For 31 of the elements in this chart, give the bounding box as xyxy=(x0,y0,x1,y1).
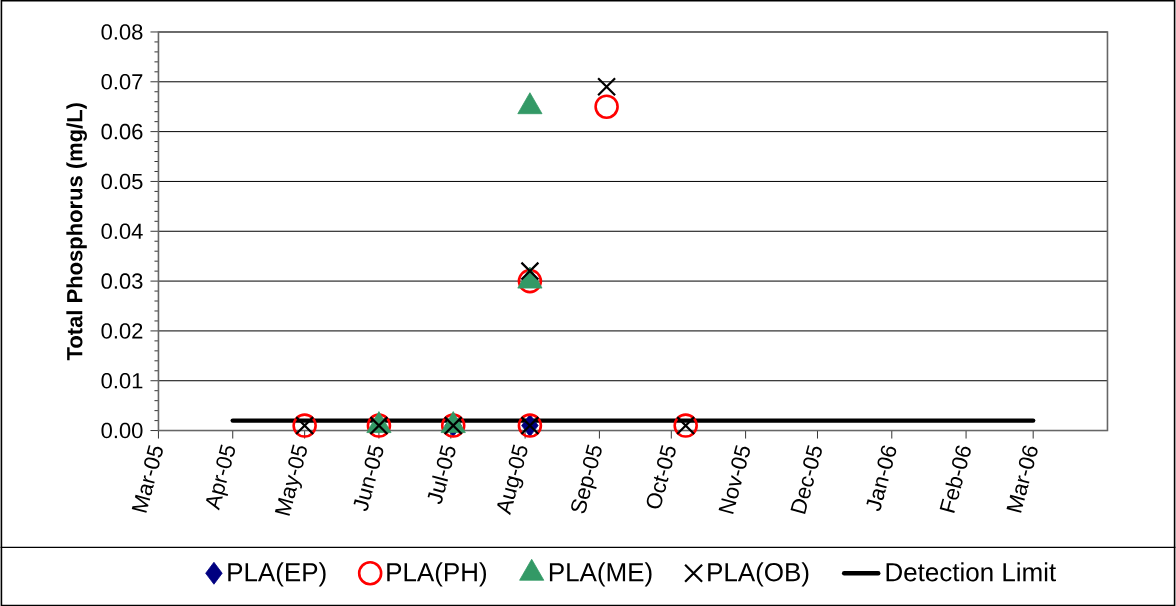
x-tick-label: Aug-05 xyxy=(497,444,528,515)
legend-label: PLA(OB) xyxy=(708,562,809,587)
x-tick-label: Jul-05 xyxy=(427,445,456,504)
x-tick-label: Feb-06 xyxy=(939,445,971,513)
y-tick-label: 0.04 xyxy=(101,223,143,239)
y-tick-label: 0.00 xyxy=(101,422,143,439)
x-tick-label: Apr-05 xyxy=(206,444,235,511)
y-tick-label: 0.07 xyxy=(101,73,143,90)
x-tick-label: Mar-06 xyxy=(1006,445,1038,513)
y-tick-label: 0.06 xyxy=(101,123,143,140)
point xyxy=(597,77,617,97)
x-tick-label: Nov-05 xyxy=(718,444,750,514)
legend-label: PLA(PH) xyxy=(387,562,487,587)
x-tick-label: Dec-05 xyxy=(790,444,822,514)
legend-label: PLA(ME) xyxy=(549,562,652,587)
legend-label: PLA(EP) xyxy=(228,562,326,587)
x-tick-label: Jan-06 xyxy=(866,445,897,511)
y-tick-label: 0.02 xyxy=(101,322,143,339)
x-tick-label: Sep-05 xyxy=(571,444,602,514)
point xyxy=(520,261,540,281)
x-tick-label: Oct-05 xyxy=(646,444,676,509)
y-tick-label: 0.05 xyxy=(101,173,143,190)
y-tick-label: 0.08 xyxy=(101,24,143,40)
y-axis-title: Total Phosphorus (mg/L) xyxy=(66,102,87,361)
y-tick-label: 0.01 xyxy=(101,372,143,389)
point xyxy=(594,94,619,119)
x-tick-label: Mar-05 xyxy=(131,444,163,513)
y-tick-label: 0.03 xyxy=(101,273,143,289)
x-tick-label: May-05 xyxy=(274,444,307,516)
legend-label: Detection Limit xyxy=(886,562,1056,582)
x-tick-label: Jun-05 xyxy=(353,444,384,511)
